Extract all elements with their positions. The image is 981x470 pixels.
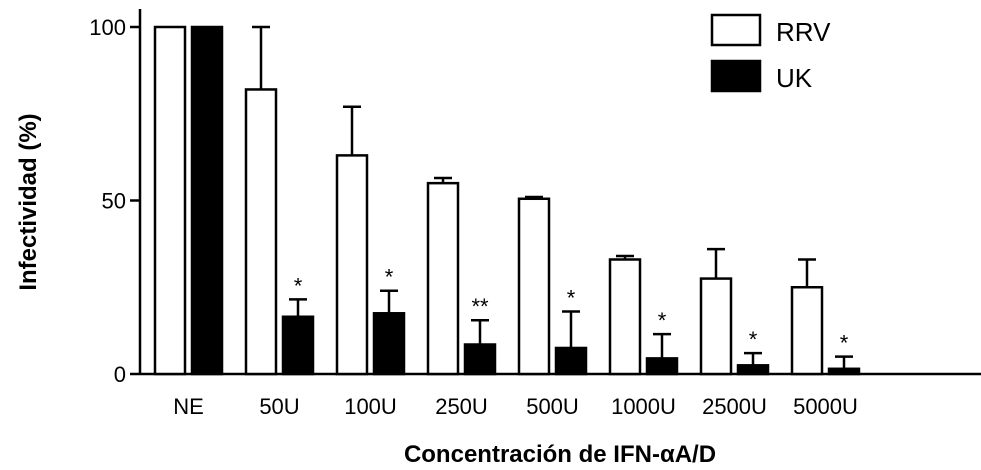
bar-rrv	[244, 88, 278, 376]
bar-uk	[372, 312, 406, 376]
significance-mark: *	[658, 308, 667, 333]
bar-rrv	[335, 154, 369, 376]
legend: RRV UK	[710, 13, 831, 93]
bar-uk	[736, 364, 770, 376]
y-tick-label: 100	[89, 15, 126, 40]
bar-rrv	[426, 181, 460, 376]
x-tick-label: 5000U	[793, 394, 858, 419]
bar-rrv	[517, 197, 551, 376]
significance-mark: **	[471, 294, 489, 319]
x-tick-label: 100U	[344, 394, 397, 419]
bar-uk	[554, 346, 588, 376]
y-tick-label: 50	[102, 189, 126, 214]
bar-rrv	[153, 25, 187, 376]
legend-swatch-uk	[710, 59, 762, 93]
x-tick-label: 50U	[259, 394, 299, 419]
bar-uk	[827, 367, 861, 376]
bar-rrv	[790, 286, 824, 376]
x-tick-label: 2500U	[702, 394, 767, 419]
significance-mark: *	[840, 331, 849, 356]
x-tick-label: 250U	[435, 394, 488, 419]
x-tick-label: 1000U	[611, 394, 676, 419]
legend-label-rrv: RRV	[776, 17, 831, 47]
x-tick-label: NE	[173, 394, 204, 419]
legend-label-uk: UK	[776, 63, 813, 93]
significance-mark: *	[749, 327, 758, 352]
y-tick-label: 0	[114, 362, 126, 387]
legend-swatch-rrv	[710, 13, 762, 47]
bar-rrv	[608, 258, 642, 376]
bar-uk	[281, 315, 315, 376]
x-axis-title: Concentración de IFN-αA/D	[404, 441, 716, 468]
bar-uk	[645, 357, 679, 376]
significance-mark: *	[294, 273, 303, 298]
x-tick-label: 500U	[526, 394, 579, 419]
significance-mark: *	[385, 265, 394, 290]
bar-uk	[463, 343, 497, 376]
bar-uk	[190, 25, 224, 376]
y-axis-title: Infectividad (%)	[15, 113, 42, 290]
significance-mark: *	[567, 286, 576, 311]
bar-rrv	[699, 277, 733, 376]
plot-area: 0 50 100 NE * 50U * 100U ** 250U * 500U * 1000U * 2500U…	[89, 9, 981, 419]
